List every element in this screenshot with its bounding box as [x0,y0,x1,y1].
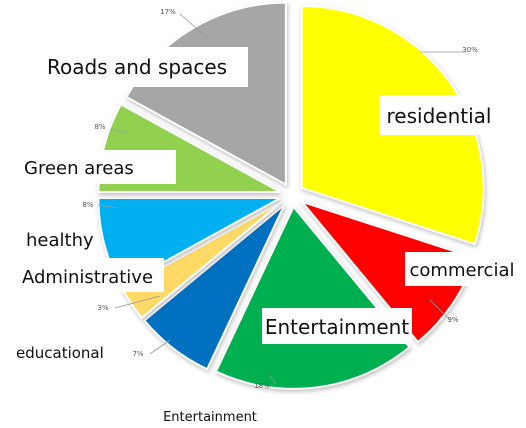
leader-line [114,295,161,309]
category-label-box [380,95,498,135]
leader-line [269,375,277,385]
leader-line [109,128,131,135]
leader-line [97,204,119,209]
category-label-box [18,150,176,184]
category-label-box [405,252,523,286]
category-label-green-areas: Green areas [24,158,134,179]
percent-labels: 30% 9% 18% 7% 3% 8% 8% 17% [82,8,478,390]
percent-label: 18% [254,382,270,390]
category-label-educational: educational [16,344,104,362]
pie-slice-educational [143,203,286,371]
leader-line [149,339,171,355]
category-label-box [262,308,412,344]
category-label-commercial: commercial [410,260,515,281]
leader-line [179,13,211,41]
category-label-box [40,47,248,87]
category-labels: residential commercial Entertainment educat… [16,47,523,425]
percent-label: 8% [94,123,105,131]
category-label-roads-and-spaces: Roads and spaces [47,55,227,79]
percent-label: 9% [447,316,458,324]
category-label-residential: residential [387,104,492,128]
percent-label: 17% [160,8,176,16]
leader-line [429,299,449,319]
category-label-healthy: healthy [26,230,94,251]
percent-label: 8% [82,201,93,209]
category-label-entertainment: Entertainment [265,315,409,339]
category-label-box [16,258,164,292]
percent-label: 3% [97,304,108,312]
leader-lines [97,13,465,385]
percent-label: 7% [132,350,143,358]
bottom-category-label: Entertainment [163,410,257,425]
percent-label: 30% [462,46,478,54]
category-label-administrative: Administrative [22,267,153,288]
